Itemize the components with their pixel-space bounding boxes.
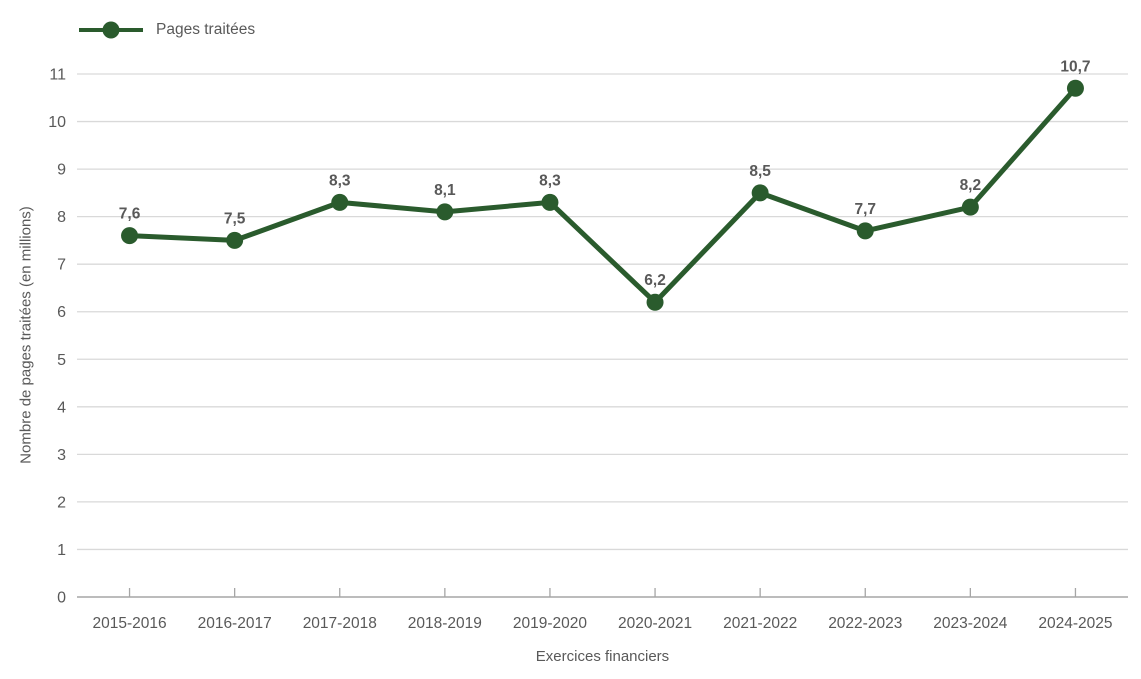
data-point-marker: [1066, 79, 1084, 97]
x-tick-label: 2018-2019: [408, 615, 482, 632]
data-label: 10,7: [1060, 58, 1090, 75]
y-tick-label: 10: [48, 114, 66, 131]
y-tick-label: 6: [57, 304, 66, 321]
x-tick-label: 2020-2021: [618, 615, 692, 632]
data-label: 8,3: [329, 172, 351, 189]
data-point-marker: [541, 193, 559, 211]
x-axis-title: Exercices financiers: [535, 648, 670, 665]
data-label: 7,5: [224, 210, 246, 227]
legend: Pages traitées: [78, 20, 255, 40]
y-tick-label: 3: [57, 447, 66, 464]
x-tick-label: 2023-2024: [933, 615, 1008, 632]
y-tick-label: 8: [57, 209, 66, 226]
data-point-marker: [121, 227, 139, 245]
data-label: 6,2: [644, 272, 666, 289]
data-point-marker: [751, 184, 769, 202]
legend-line-marker-icon: [79, 21, 143, 39]
x-tick-label: 2016-2017: [198, 615, 272, 632]
y-tick-label: 9: [57, 162, 66, 179]
y-tick-label: 4: [57, 399, 66, 416]
data-point-marker: [961, 198, 979, 216]
data-label: 8,5: [749, 163, 771, 180]
x-tick-label: 2022-2023: [828, 615, 902, 632]
data-label: 7,6: [119, 206, 141, 223]
x-tick-label: 2021-2022: [723, 615, 797, 632]
y-tick-label: 7: [57, 257, 66, 274]
x-tick-label: 2015-2016: [92, 615, 166, 632]
data-label: 8,3: [539, 172, 561, 189]
y-tick-label: 0: [57, 590, 66, 607]
y-tick-label: 2: [57, 494, 66, 511]
data-point-marker: [226, 231, 244, 249]
series-line: [127, 85, 1078, 305]
data-label: 8,1: [434, 182, 456, 199]
data-point-marker: [856, 222, 874, 240]
y-axis-title: Nombre de pages traitées (en millions): [17, 206, 35, 464]
data-label: 7,7: [854, 201, 876, 218]
y-tick-label: 1: [57, 542, 66, 559]
y-tick-label: 11: [49, 67, 66, 84]
x-tick-label: 2019-2020: [513, 615, 588, 632]
x-tick-label: 2024-2025: [1038, 615, 1112, 632]
data-point-marker: [436, 203, 454, 221]
x-tick-label: 2017-2018: [303, 615, 377, 632]
data-point-marker: [646, 293, 664, 311]
data-label: 8,2: [960, 177, 982, 194]
y-tick-label: 5: [57, 352, 66, 369]
legend-label: Pages traitées: [156, 21, 256, 38]
data-point-marker: [331, 193, 349, 211]
